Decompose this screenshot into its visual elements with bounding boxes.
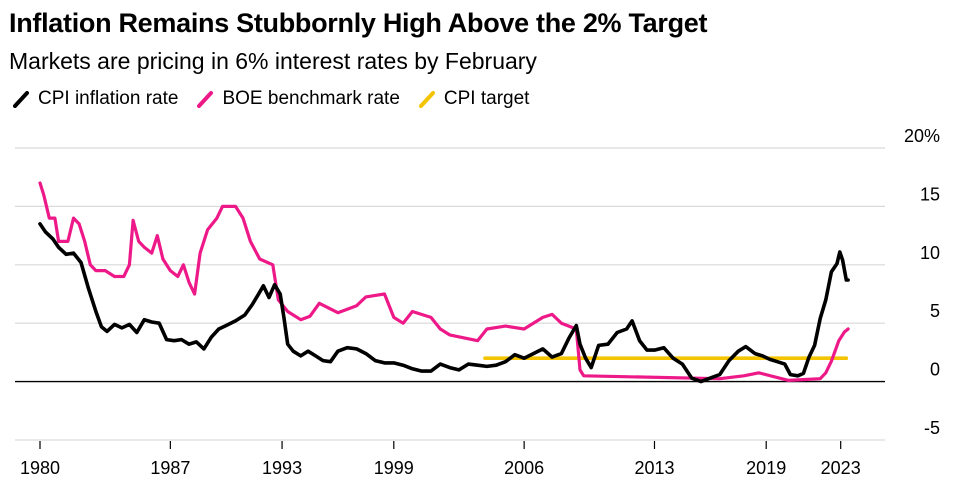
legend-swatch-cpi: [13, 91, 29, 108]
x-tick-label: 1980: [20, 458, 60, 478]
x-tick-label: 1999: [374, 458, 414, 478]
x-tick-label: 2023: [821, 458, 861, 478]
legend-item-boe: BOE benchmark rate: [196, 88, 400, 110]
chart-title: Inflation Remains Stubbornly High Above …: [9, 8, 708, 38]
y-tick-label: 0: [930, 360, 940, 380]
y-tick-label: -5: [924, 418, 940, 438]
chart-legend: CPI inflation rate BOE benchmark rate CP…: [12, 88, 547, 110]
series-lines: [38, 181, 850, 384]
legend-label-cpi: CPI inflation rate: [38, 88, 179, 109]
y-tick-label: 20%: [904, 126, 940, 146]
legend-swatch-boe: [197, 91, 214, 108]
legend-item-cpi: CPI inflation rate: [12, 88, 178, 110]
y-axis-tick-labels: 20% 15 10 5 0 -5: [904, 126, 940, 438]
y-tick-label: 5: [930, 301, 940, 321]
x-axis-ticks: 1980 1987 1993 1999 2006 2013 2019 2023: [20, 441, 861, 478]
x-tick-label: 1987: [150, 458, 190, 478]
grid-lines: [15, 147, 885, 441]
cpi-inflation-line: [38, 222, 850, 384]
legend-label-boe: BOE benchmark rate: [222, 88, 400, 109]
legend-label-target: CPI target: [443, 88, 530, 109]
y-tick-label: 15: [920, 184, 940, 204]
chart-subtitle: Markets are pricing in 6% interest rates…: [9, 48, 537, 74]
legend-item-target: CPI target: [418, 88, 530, 110]
legend-swatch-target: [418, 91, 435, 108]
x-tick-label: 1993: [262, 458, 302, 478]
x-tick-label: 2013: [634, 458, 674, 478]
x-tick-label: 2019: [746, 458, 786, 478]
y-tick-label: 10: [920, 243, 940, 263]
boe-rate-line: [38, 181, 850, 382]
x-tick-label: 2006: [504, 458, 544, 478]
